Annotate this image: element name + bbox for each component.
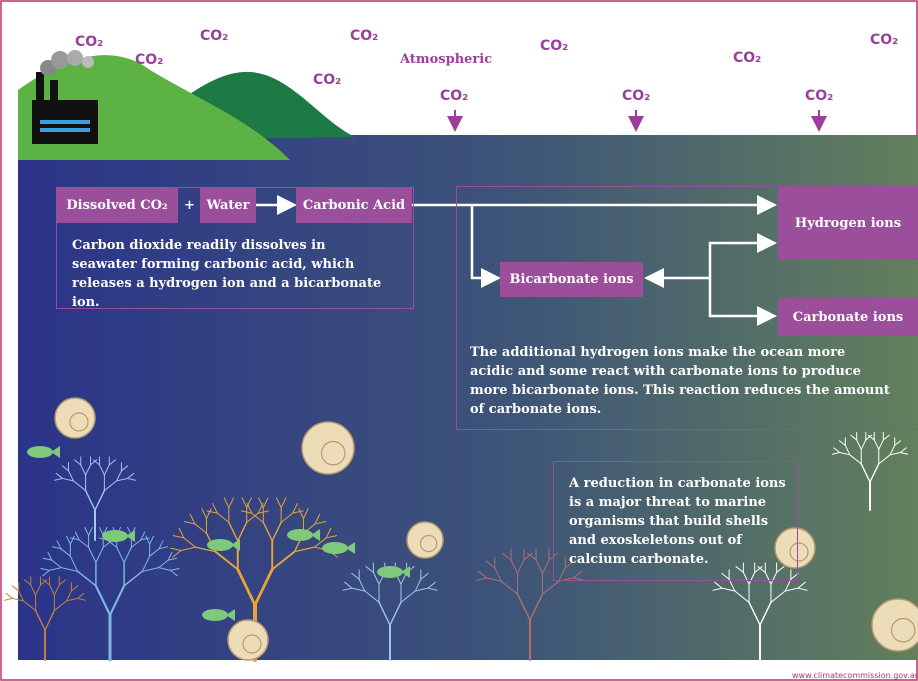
co2-label: CO₂: [805, 88, 833, 104]
threat-text: A reduction in carbonate ions is a major…: [569, 474, 791, 569]
co2-label: CO₂: [75, 34, 103, 50]
co2-label: CO₂: [622, 88, 650, 104]
carbonic-box: Carbonic Acid: [296, 188, 412, 223]
co2-label: CO₂: [733, 50, 761, 66]
hydrogen-box: Hydrogen ions: [778, 187, 918, 260]
fish: [287, 529, 313, 541]
fish: [322, 542, 348, 554]
atmospheric-label: Atmospheric: [400, 52, 492, 67]
co2-label: CO₂: [440, 88, 468, 104]
co2-label: CO₂: [540, 38, 568, 54]
reaction-text: Carbon dioxide readily dissolves in seaw…: [72, 236, 392, 312]
co2-label: CO₂: [350, 28, 378, 44]
coral: [12, 586, 18, 591]
fish: [102, 530, 128, 542]
shell: [302, 422, 354, 474]
water-box: Water: [200, 188, 256, 223]
fish: [207, 539, 233, 551]
ions-text: The additional hydrogen ions make the oc…: [470, 343, 890, 419]
fish: [202, 609, 228, 621]
bicarbonate-box: Bicarbonate ions: [500, 262, 643, 297]
footer-url: www.climatecommission.gov.au: [792, 671, 918, 680]
carbonate-box: Carbonate ions: [778, 298, 918, 336]
infographic: CO₂ CO₂ CO₂ CO₂ CO₂ CO₂ CO₂ CO₂ CO₂ CO₂ CO₂ Atmosp…: [0, 0, 918, 681]
co2-label: CO₂: [870, 32, 898, 48]
plus: +: [184, 196, 195, 215]
dissolved-box: Dissolved CO₂: [56, 188, 178, 223]
coral: [5, 598, 13, 600]
fish: [377, 566, 403, 578]
shell: [55, 398, 95, 438]
co2-label: CO₂: [135, 52, 163, 68]
coral: [6, 593, 12, 598]
shell: [407, 522, 443, 558]
shell: [872, 599, 918, 651]
fish: [27, 446, 53, 458]
co2-label: CO₂: [200, 28, 228, 44]
co2-label: CO₂: [313, 72, 341, 88]
shell: [228, 620, 268, 660]
